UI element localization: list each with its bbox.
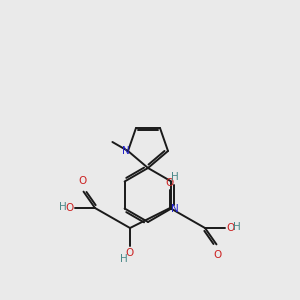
Text: N: N [122,146,130,156]
Text: O: O [226,223,234,233]
Text: H: H [233,222,241,232]
Text: H: H [59,202,67,212]
Text: H: H [171,172,179,182]
Text: N: N [170,203,178,214]
Text: H: H [120,254,128,264]
Text: O: O [166,178,174,188]
Text: O: O [213,250,222,260]
Text: O: O [78,176,87,186]
Text: O: O [66,203,74,213]
Text: O: O [126,248,134,258]
